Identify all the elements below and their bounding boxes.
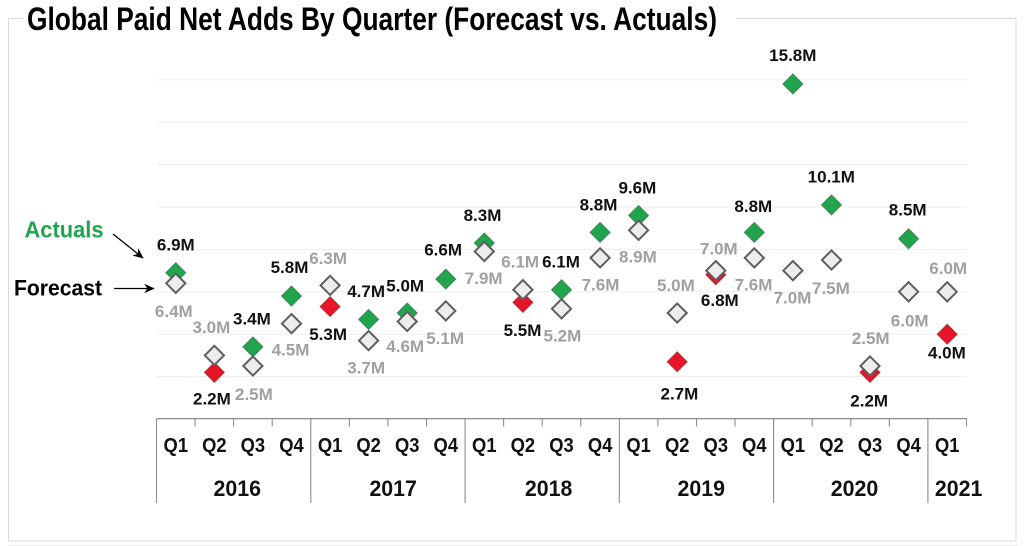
svg-text:8.9M: 8.9M xyxy=(619,248,657,267)
svg-text:15.8M: 15.8M xyxy=(769,46,816,65)
svg-text:Q1: Q1 xyxy=(781,434,806,457)
svg-text:5.5M: 5.5M xyxy=(504,321,542,340)
svg-text:3.4M: 3.4M xyxy=(233,310,271,329)
svg-text:7.9M: 7.9M xyxy=(465,269,503,288)
svg-text:7.6M: 7.6M xyxy=(582,276,620,295)
svg-text:3.7M: 3.7M xyxy=(347,359,385,378)
svg-text:4.7M: 4.7M xyxy=(347,282,385,301)
svg-text:2016: 2016 xyxy=(214,476,262,501)
svg-text:Forecast: Forecast xyxy=(14,275,103,300)
svg-text:6.8M: 6.8M xyxy=(701,291,739,310)
svg-text:Q2: Q2 xyxy=(819,434,844,457)
svg-text:Q2: Q2 xyxy=(665,434,690,457)
svg-text:3.0M: 3.0M xyxy=(193,318,231,337)
svg-text:2018: 2018 xyxy=(525,476,573,501)
svg-text:6.3M: 6.3M xyxy=(309,249,347,268)
svg-text:6.4M: 6.4M xyxy=(155,302,193,321)
svg-text:Q4: Q4 xyxy=(896,434,921,457)
svg-text:Q1: Q1 xyxy=(318,434,343,457)
svg-text:Q2: Q2 xyxy=(356,434,381,457)
svg-text:Q4: Q4 xyxy=(434,434,459,457)
svg-text:2.5M: 2.5M xyxy=(852,329,890,348)
svg-text:8.8M: 8.8M xyxy=(580,196,618,215)
svg-text:2019: 2019 xyxy=(678,476,726,501)
svg-text:Q2: Q2 xyxy=(511,434,536,457)
svg-text:Global Paid Net Adds By Quarte: Global Paid Net Adds By Quarter (Forecas… xyxy=(27,1,717,37)
svg-text:5.1M: 5.1M xyxy=(426,329,464,348)
svg-text:7.0M: 7.0M xyxy=(774,289,812,308)
svg-text:5.0M: 5.0M xyxy=(386,277,424,296)
svg-text:2021: 2021 xyxy=(935,476,983,501)
svg-text:Q1: Q1 xyxy=(164,434,189,457)
svg-text:7.6M: 7.6M xyxy=(735,276,773,295)
svg-text:5.8M: 5.8M xyxy=(271,258,309,277)
svg-text:2020: 2020 xyxy=(831,476,879,501)
svg-text:6.0M: 6.0M xyxy=(929,259,967,278)
svg-text:6.1M: 6.1M xyxy=(501,253,539,272)
svg-text:4.5M: 4.5M xyxy=(272,341,310,360)
svg-text:9.6M: 9.6M xyxy=(619,179,657,198)
svg-text:Q3: Q3 xyxy=(858,434,883,457)
svg-text:Q3: Q3 xyxy=(241,434,266,457)
svg-text:2.2M: 2.2M xyxy=(193,390,231,409)
svg-text:6.6M: 6.6M xyxy=(424,241,462,260)
svg-text:Q4: Q4 xyxy=(279,434,304,457)
svg-text:4.6M: 4.6M xyxy=(386,337,424,356)
svg-text:10.1M: 10.1M xyxy=(808,168,855,187)
svg-text:6.0M: 6.0M xyxy=(891,312,929,331)
svg-text:Q4: Q4 xyxy=(588,434,613,457)
svg-text:2.5M: 2.5M xyxy=(235,385,273,404)
svg-text:Q1: Q1 xyxy=(472,434,497,457)
svg-text:Q3: Q3 xyxy=(704,434,729,457)
svg-text:Q2: Q2 xyxy=(202,434,227,457)
svg-text:Q1: Q1 xyxy=(935,434,960,457)
svg-text:8.8M: 8.8M xyxy=(734,197,772,216)
svg-text:Q1: Q1 xyxy=(626,434,651,457)
svg-text:7.0M: 7.0M xyxy=(700,240,738,259)
svg-text:Q3: Q3 xyxy=(549,434,574,457)
svg-text:8.3M: 8.3M xyxy=(464,206,502,225)
svg-text:5.2M: 5.2M xyxy=(544,327,582,346)
svg-text:2017: 2017 xyxy=(369,476,417,501)
svg-text:2.2M: 2.2M xyxy=(850,392,888,411)
svg-text:6.9M: 6.9M xyxy=(157,236,195,255)
svg-text:2.7M: 2.7M xyxy=(661,385,699,404)
svg-text:Q4: Q4 xyxy=(742,434,767,457)
svg-text:7.5M: 7.5M xyxy=(812,279,850,298)
svg-text:Actuals: Actuals xyxy=(25,216,104,242)
svg-text:5.3M: 5.3M xyxy=(309,325,347,344)
svg-text:Q3: Q3 xyxy=(395,434,420,457)
svg-text:6.1M: 6.1M xyxy=(542,253,580,272)
svg-text:4.0M: 4.0M xyxy=(928,344,966,363)
svg-text:8.5M: 8.5M xyxy=(889,201,927,220)
svg-text:5.0M: 5.0M xyxy=(657,276,695,295)
